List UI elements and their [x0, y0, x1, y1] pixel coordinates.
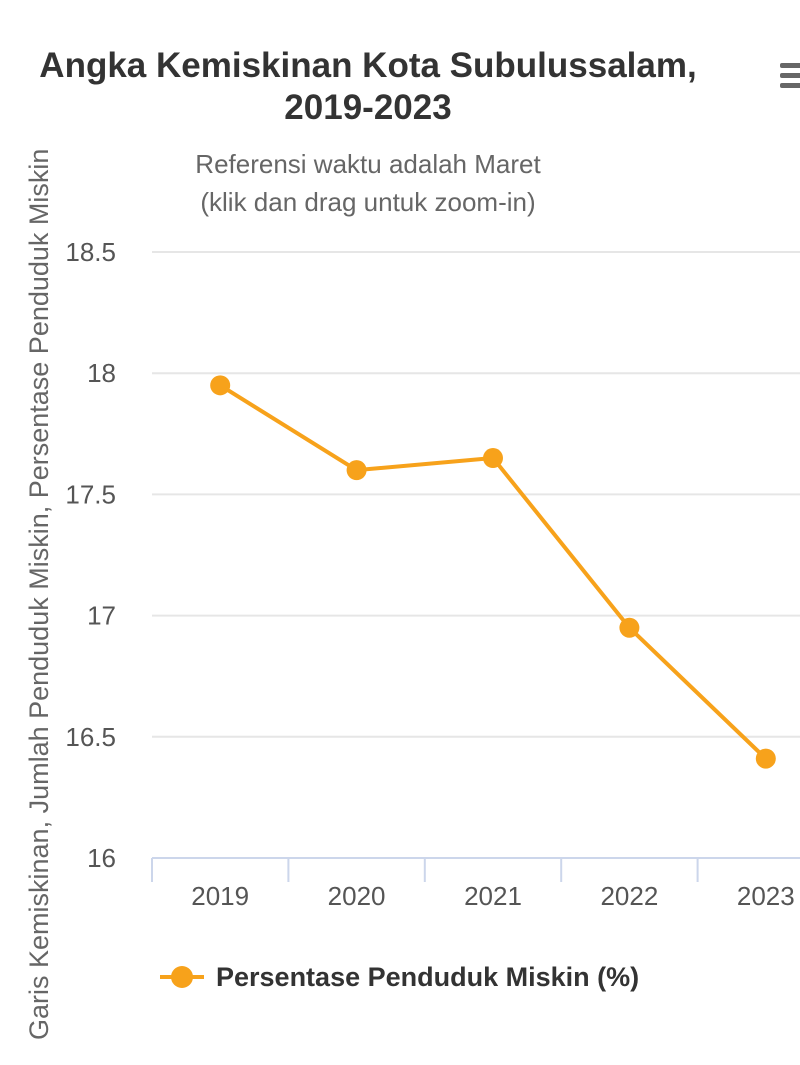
chart-title-line-1: Angka Kemiskinan Kota Subulussalam,: [39, 46, 697, 85]
x-axis: 2019 2020 2021 2022 2023: [151, 857, 800, 911]
chart-subtitle-line-2: (klik dan drag untuk zoom-in): [200, 187, 536, 217]
chart-title: Angka Kemiskinan Kota Subulussalam, 2019…: [0, 45, 736, 129]
y-axis-ticks: 16 16.5 17 17.5 18 18.5: [65, 237, 116, 873]
legend-symbol-icon: [160, 955, 204, 999]
x-tick-label: 2023: [737, 881, 795, 911]
series-line: [218, 383, 768, 761]
y-tick-label: 16: [87, 843, 116, 873]
menu-bar: [780, 83, 800, 88]
y-tick-label: 16.5: [65, 722, 116, 752]
chart-title-line-2: 2019-2023: [284, 88, 452, 127]
hamburger-menu-icon[interactable]: [780, 58, 800, 98]
x-tick-label: 2022: [600, 881, 658, 911]
menu-bar: [780, 73, 800, 78]
data-point-2022[interactable]: [619, 617, 640, 638]
data-point-2021[interactable]: [483, 448, 503, 469]
y-tick-label: 18: [87, 358, 116, 388]
x-tick-label: 2020: [328, 881, 386, 911]
series-persentase: [210, 375, 776, 769]
y-tick-label: 17: [87, 601, 116, 631]
y-tick-label: 18.5: [65, 237, 116, 267]
x-tick-label: 2019: [191, 881, 249, 911]
grid-lines: [152, 251, 800, 738]
data-point-2019[interactable]: [210, 375, 231, 396]
data-point-2023[interactable]: [755, 748, 776, 769]
chart-subtitle-line-1: Referensi waktu adalah Maret: [195, 149, 541, 179]
chart-subtitle: Referensi waktu adalah Maret (klik dan d…: [0, 145, 736, 221]
legend-label: Persentase Penduduk Miskin (%): [216, 961, 640, 992]
data-point-2020[interactable]: [346, 460, 367, 481]
x-tick-label: 2021: [464, 881, 522, 911]
y-tick-label: 17.5: [65, 479, 116, 509]
legend-item[interactable]: Persentase Penduduk Miskin (%): [160, 955, 639, 999]
menu-bar: [780, 63, 800, 68]
